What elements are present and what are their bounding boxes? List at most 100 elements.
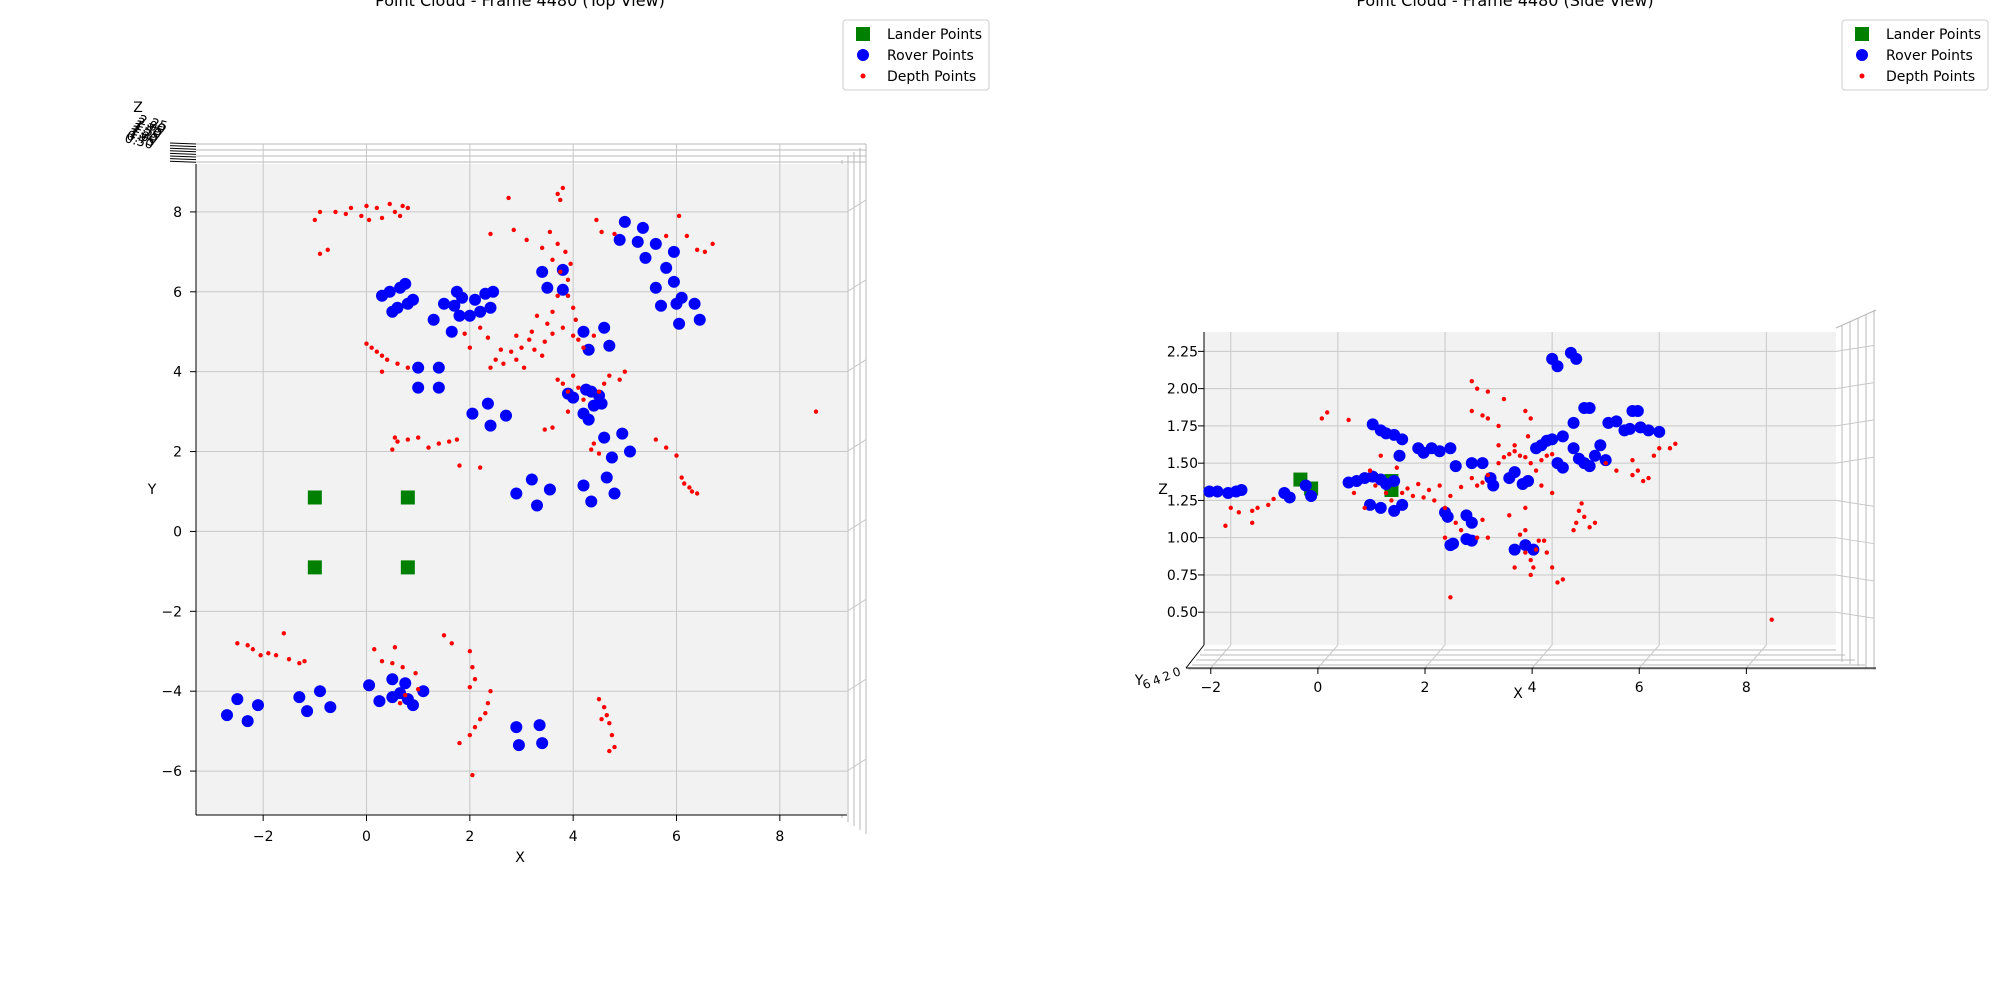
rover-point	[531, 499, 543, 512]
depth-point	[1640, 478, 1646, 484]
depth-point	[1378, 453, 1383, 458]
depth-point	[1394, 465, 1400, 470]
depth-point	[596, 451, 602, 456]
depth-point	[1324, 410, 1330, 415]
lander-point	[307, 560, 322, 575]
depth-point	[281, 631, 287, 636]
rover-point	[484, 301, 497, 314]
depth-point	[397, 213, 403, 219]
legend-lander-label: Lander Points	[887, 27, 982, 43]
depth-point	[514, 357, 519, 362]
rover-point	[445, 325, 458, 338]
rover-point	[608, 487, 621, 500]
depth-point	[511, 227, 516, 233]
depth-point	[372, 647, 377, 652]
rover-point	[613, 233, 626, 246]
depth-point	[426, 445, 431, 450]
depth-point	[1525, 434, 1531, 439]
rover-point	[252, 699, 264, 712]
rover-point	[1465, 457, 1478, 470]
depth-point	[689, 489, 695, 494]
depth-point	[581, 397, 586, 402]
depth-point	[390, 661, 395, 666]
depth-point	[560, 325, 566, 330]
legend-rover-marker	[1856, 49, 1868, 61]
depth-point	[565, 277, 571, 283]
depth-point	[397, 700, 403, 706]
y-tick-label: 2	[1161, 668, 1173, 684]
depth-point	[607, 748, 612, 754]
depth-point	[457, 740, 462, 746]
rover-point	[582, 343, 595, 356]
rover-point	[636, 221, 649, 234]
rover-point	[1396, 498, 1409, 511]
depth-point	[446, 439, 452, 444]
depth-point	[565, 389, 571, 394]
legend-depth-marker	[860, 73, 866, 79]
depth-point	[501, 361, 506, 366]
depth-point	[682, 481, 687, 486]
depth-point	[596, 696, 602, 702]
depth-point	[676, 213, 682, 219]
depth-point	[333, 209, 338, 215]
depth-point	[317, 209, 323, 215]
grid-line-y-depth	[846, 439, 867, 452]
depth-point	[542, 339, 547, 344]
depth-point	[1448, 493, 1453, 499]
rover-point	[427, 313, 440, 326]
depth-point	[570, 373, 576, 378]
data-points	[221, 185, 819, 778]
depth-point	[1351, 490, 1357, 496]
depth-point	[508, 349, 514, 354]
depth-point	[532, 347, 537, 352]
rover-point	[474, 305, 487, 318]
depth-point	[488, 688, 493, 694]
depth-point	[545, 321, 550, 326]
depth-point	[392, 209, 398, 215]
depth-point	[400, 665, 405, 670]
rover-point	[1447, 537, 1460, 550]
rover-point	[412, 361, 425, 374]
depth-point	[506, 195, 511, 201]
depth-point	[694, 491, 700, 496]
depth-point	[601, 704, 607, 710]
z-tick-mark	[169, 160, 197, 163]
rover-point	[466, 407, 479, 420]
rover-point	[1556, 461, 1569, 474]
rover-point	[510, 487, 523, 500]
depth-point	[1474, 535, 1480, 540]
rover-point	[432, 361, 445, 374]
depth-point	[297, 661, 302, 666]
rover-point	[241, 715, 254, 728]
rover-point	[533, 719, 546, 732]
depth-point	[599, 716, 604, 722]
grid-line-x-depth	[1745, 644, 1767, 669]
depth-point	[1541, 538, 1547, 543]
depth-point	[477, 325, 483, 330]
depth-point	[258, 653, 263, 658]
grid-line-x-depth	[1424, 644, 1446, 669]
x-tick-label: 2	[1421, 680, 1430, 696]
legend-box	[842, 19, 990, 91]
depth-point	[1539, 483, 1544, 488]
depth-point	[1474, 386, 1480, 391]
depth-point	[1405, 486, 1410, 491]
grid-line-z-depth	[1835, 537, 1875, 545]
grid-line-x-depth	[1531, 644, 1553, 669]
rover-point	[231, 693, 244, 706]
depth-point	[1635, 468, 1641, 473]
depth-point	[607, 720, 612, 726]
depth-point	[599, 229, 604, 235]
z-tick-labels: 0.50 0.75 1.00 1.25 1.50 1.75 2.00 2.25	[1167, 344, 1204, 621]
grid-line-z-depth	[1835, 611, 1875, 619]
depth-point	[1582, 514, 1587, 520]
depth-point	[1560, 577, 1566, 582]
depth-point	[467, 649, 473, 654]
depth-point	[576, 337, 581, 342]
depth-point	[1549, 565, 1555, 570]
depth-point	[529, 329, 535, 334]
depth-point	[547, 229, 553, 235]
legend-depth-label: Depth Points	[1886, 69, 1975, 85]
z-axis-label: Z	[1158, 482, 1168, 498]
depth-point	[449, 641, 454, 646]
